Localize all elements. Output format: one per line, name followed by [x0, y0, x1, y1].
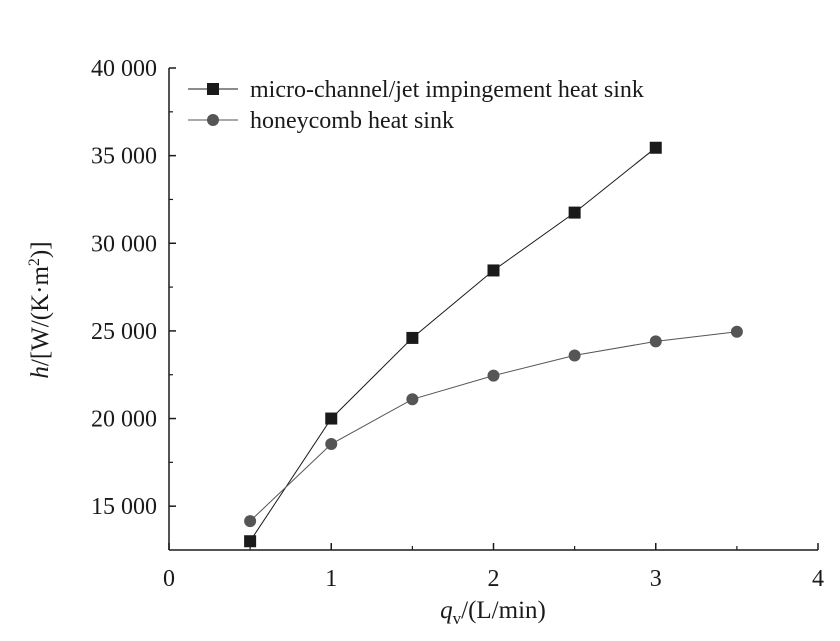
y-tick-label: 40 000	[91, 56, 157, 82]
legend-marker-square	[207, 83, 219, 95]
data-point-circle	[649, 335, 662, 348]
y-ticks: 15 000 20 000 25 000 30 000 35 000 40 000	[91, 56, 176, 520]
data-point-circle	[568, 349, 581, 362]
y-axis-label-unit-post: )]	[27, 241, 54, 258]
data-point-square	[244, 535, 257, 548]
x-axis-label-unit: /(L/min)	[461, 597, 546, 624]
x-tick-label: 2	[488, 566, 500, 592]
legend: micro-channel/jet impingement heat sink …	[188, 77, 644, 134]
y-tick-label: 20 000	[91, 407, 157, 433]
x-tick-label: 3	[650, 566, 662, 592]
x-axis-label-sub: v	[453, 609, 462, 628]
legend-entry-micro-channel: micro-channel/jet impingement heat sink	[188, 77, 644, 103]
x-tick-label: 1	[325, 566, 337, 592]
data-point-square	[568, 206, 581, 219]
x-tick-label: 0	[163, 566, 175, 592]
series-layer	[244, 141, 743, 548]
data-point-square	[325, 412, 338, 425]
data-point-circle	[325, 437, 338, 450]
data-point-square	[487, 264, 500, 277]
axes	[168, 68, 818, 551]
legend-entry-honeycomb: honeycomb heat sink	[188, 108, 454, 134]
y-tick-label: 35 000	[91, 144, 157, 170]
x-ticks: 0 1 2 3 4	[163, 543, 824, 592]
y-tick-label: 15 000	[91, 494, 157, 520]
legend-label-micro-channel: micro-channel/jet impingement heat sink	[250, 77, 644, 103]
legend-marker-circle	[207, 114, 219, 126]
data-point-circle	[406, 393, 419, 406]
data-point-circle	[487, 369, 500, 382]
y-axis-label-sup: 2	[26, 258, 43, 266]
series-micro-channel	[244, 141, 662, 548]
data-point-square	[406, 331, 419, 344]
series-honeycomb	[244, 325, 743, 528]
x-tick-label: 4	[812, 566, 824, 592]
series-line	[249, 331, 737, 522]
y-tick-label: 25 000	[91, 319, 157, 345]
x-axis-label: qv/(L/min)	[440, 597, 546, 628]
y-tick-label: 30 000	[91, 231, 157, 257]
x-axis-label-var: q	[440, 597, 453, 624]
legend-label-honeycomb: honeycomb heat sink	[250, 108, 454, 134]
series-line	[249, 147, 657, 542]
y-axis-label: h/[W/(K·m2)]	[26, 241, 54, 378]
data-point-square	[649, 141, 662, 154]
y-axis-label-var: h	[27, 366, 54, 379]
data-point-circle	[244, 515, 257, 528]
y-axis-label-unit-pre: /[W/(K·m	[27, 266, 54, 367]
data-point-circle	[730, 325, 743, 338]
